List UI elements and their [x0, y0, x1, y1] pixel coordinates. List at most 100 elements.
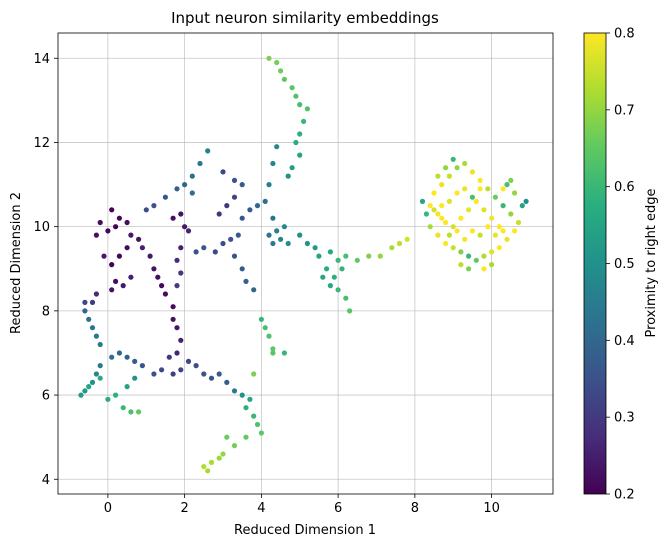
scatter-point — [189, 190, 195, 196]
scatter-point — [132, 375, 138, 381]
scatter-point — [297, 102, 303, 108]
y-tick-label: 10 — [33, 220, 50, 235]
y-tick-label: 8 — [42, 304, 50, 319]
scatter-point — [466, 207, 472, 213]
scatter-point — [89, 325, 96, 331]
scatter-point — [239, 266, 245, 272]
scatter-point — [297, 152, 303, 158]
scatter-point — [147, 253, 153, 259]
scatter-point — [208, 459, 215, 465]
scatter-point — [335, 287, 341, 293]
scatter-point — [97, 341, 103, 348]
scatter-point — [274, 228, 280, 234]
scatter-point — [454, 165, 460, 171]
scatter-point — [492, 194, 498, 200]
scatter-point — [473, 198, 479, 204]
scatter-point — [139, 245, 145, 251]
scatter-point — [193, 249, 199, 255]
scatter-point — [97, 219, 103, 226]
scatter-point — [473, 257, 479, 263]
colorbar-tick-label: 0.5 — [614, 257, 635, 272]
scatter-point — [162, 194, 168, 200]
scatter-point — [220, 451, 226, 457]
scatter-point — [247, 396, 253, 402]
scatter-point — [170, 304, 176, 310]
scatter-point — [289, 165, 295, 171]
y-tick-label: 14 — [33, 52, 50, 67]
scatter-point — [485, 224, 491, 230]
scatter-point — [274, 144, 280, 150]
scatter-point — [86, 316, 92, 322]
scatter-point — [439, 182, 445, 188]
scatter-point — [347, 308, 353, 314]
grid — [58, 33, 553, 494]
scatter-point — [151, 203, 157, 209]
scatter-point — [343, 295, 349, 301]
scatter-point — [435, 232, 441, 238]
scatter-point — [481, 207, 487, 213]
y-axis-label: Reduced Dimension 2 — [9, 192, 24, 334]
scatter-point — [297, 232, 303, 238]
scatter-point — [159, 367, 165, 373]
scatter-point — [431, 207, 437, 213]
scatter-point — [481, 266, 487, 272]
scatter-point — [105, 228, 111, 234]
scatter-point — [435, 211, 441, 217]
scatter-point — [331, 274, 337, 280]
scatter-point — [201, 371, 207, 377]
scatter-point — [508, 177, 514, 183]
scatter-point — [205, 148, 211, 154]
scatter-point — [197, 160, 203, 167]
scatter-point — [82, 299, 88, 305]
scatter-point — [477, 232, 483, 238]
scatter-point — [281, 224, 287, 230]
plot-frame — [57, 32, 554, 495]
scatter-point — [243, 434, 249, 440]
scatter-point — [427, 224, 433, 230]
scatter-point — [155, 274, 161, 280]
scatter-point — [469, 194, 475, 200]
scatter-point — [170, 316, 176, 322]
scatter-point — [182, 182, 188, 188]
scatter-point — [266, 55, 272, 61]
x-ticks: 0 2 4 6 8 10 — [104, 494, 500, 516]
scatter-point — [109, 354, 115, 360]
scatter-point — [515, 219, 522, 226]
scatter-point — [254, 421, 261, 428]
scatter-point — [262, 325, 268, 331]
y-tick-label: 4 — [42, 473, 50, 488]
scatter-point — [304, 240, 310, 247]
scatter-point — [496, 224, 502, 230]
scatter-point — [224, 434, 230, 440]
scatter-point — [239, 182, 245, 188]
scatter-point — [293, 139, 299, 146]
scatter-point — [504, 182, 510, 188]
scatter-point — [450, 156, 456, 162]
scatter-point — [128, 232, 134, 238]
scatter-point — [266, 333, 272, 339]
scatter-point — [500, 203, 506, 209]
scatter-point — [247, 207, 253, 213]
scatter-point — [443, 165, 449, 171]
scatter-point — [193, 363, 199, 369]
scatter-point — [185, 358, 192, 364]
colorbar-tick-label: 0.3 — [614, 411, 635, 426]
scatter-point — [431, 190, 437, 196]
scatter-point — [93, 232, 99, 238]
scatter-point — [174, 283, 180, 289]
scatter-point — [231, 388, 238, 394]
scatter-point — [128, 409, 134, 415]
scatter-point — [270, 240, 276, 247]
scatter-point — [262, 198, 268, 204]
scatter-point — [511, 228, 518, 234]
scatter-point — [93, 371, 99, 377]
scatter-point — [481, 253, 487, 259]
colorbar-ticks: 0.2 0.3 0.4 0.5 0.6 0.7 0.8 — [606, 27, 635, 503]
scatter-point — [113, 224, 119, 230]
scatter-point — [216, 455, 222, 461]
y-tick-label: 12 — [33, 136, 50, 151]
scatter-point — [170, 371, 176, 377]
scatter-point — [124, 219, 130, 226]
scatter-point — [450, 245, 456, 251]
scatter-point — [500, 228, 506, 234]
